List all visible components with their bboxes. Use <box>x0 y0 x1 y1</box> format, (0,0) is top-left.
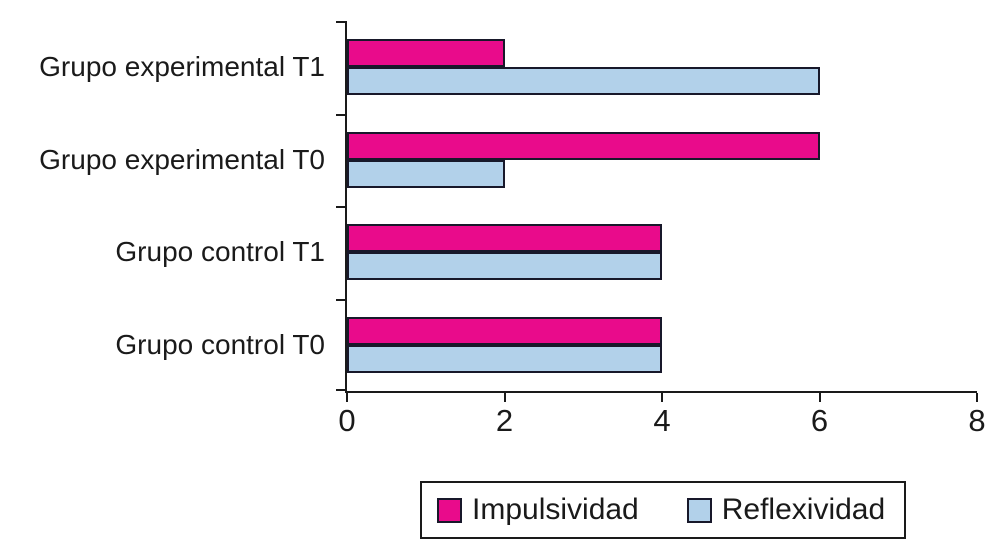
plot-area: 0 2 4 6 8 <box>336 21 986 436</box>
legend-label: Impulsividad <box>472 493 639 526</box>
legend-label: Reflexividad <box>721 493 886 526</box>
legend-swatch-impulsividad <box>437 497 462 523</box>
bar-reflexividad-group-1 <box>347 159 505 188</box>
x-axis-tick-label: 0 <box>338 403 356 438</box>
category-label: Grupo control T0 <box>115 328 325 360</box>
bar-reflexividad-group-0 <box>347 67 820 96</box>
y-axis-tick <box>336 113 345 116</box>
legend: Impulsividad Reflexividad <box>420 481 906 539</box>
category-label: Grupo experimental T1 <box>39 51 325 83</box>
y-axis-tick <box>336 389 345 391</box>
y-axis-tick <box>336 21 345 23</box>
bar-reflexividad-group-3 <box>347 344 662 373</box>
x-axis-tick-label: 2 <box>495 403 514 438</box>
x-axis-tick-label: 8 <box>968 403 986 438</box>
x-axis-tick <box>503 393 506 402</box>
legend-swatch-reflexividad <box>686 497 712 523</box>
y-axis-tick <box>336 206 345 208</box>
legend-item-reflexividad: Reflexividad <box>686 493 886 527</box>
x-axis-tick-label: 6 <box>810 403 829 438</box>
legend-item-impulsividad: Impulsividad <box>437 493 639 527</box>
bar-impulsividad-group-0 <box>347 39 505 68</box>
category-label: Grupo experimental T0 <box>39 143 325 175</box>
x-axis-tick <box>346 393 348 402</box>
x-axis-tick <box>661 393 663 402</box>
x-axis-tick <box>976 393 978 402</box>
bar-impulsividad-group-2 <box>347 224 662 253</box>
category-label: Grupo control T1 <box>115 236 325 268</box>
bar-impulsividad-group-1 <box>347 131 820 160</box>
y-axis-tick <box>336 298 345 301</box>
bar-reflexividad-group-2 <box>347 252 662 281</box>
bar-impulsividad-group-3 <box>347 316 662 345</box>
x-axis-tick <box>818 393 821 402</box>
x-axis-tick-label: 4 <box>653 403 671 438</box>
category-labels: Grupo experimental T1 Grupo experimental … <box>0 21 335 391</box>
